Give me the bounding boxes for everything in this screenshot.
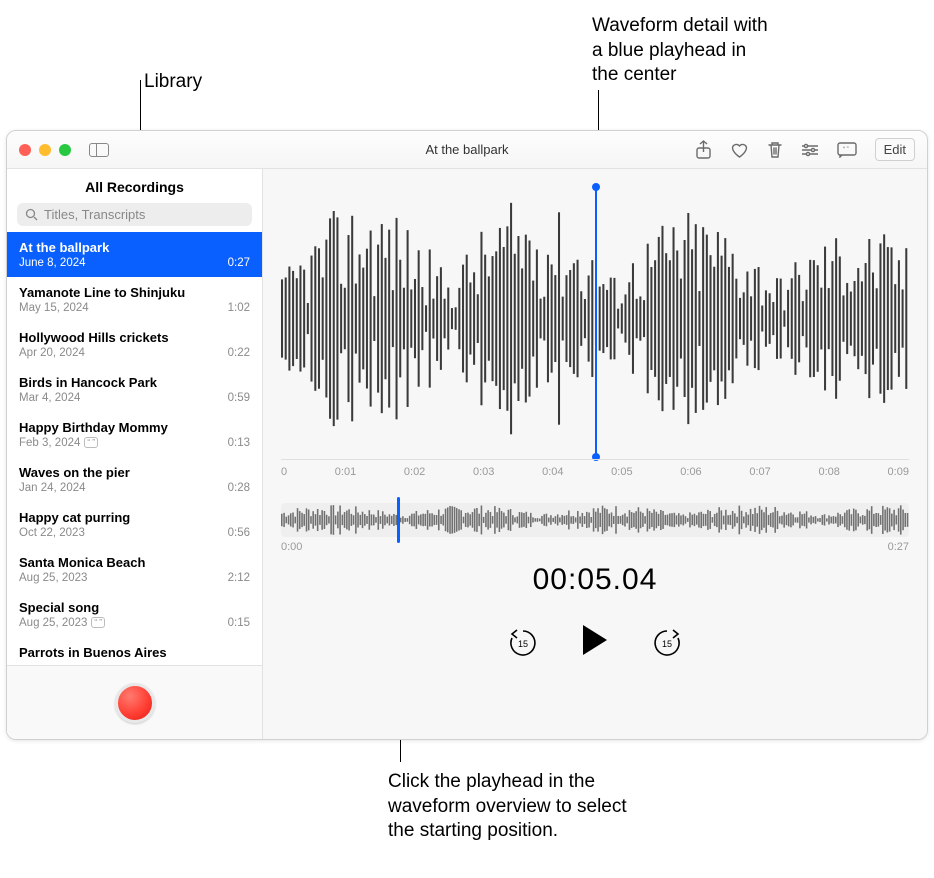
trash-icon[interactable]: [767, 141, 783, 159]
recording-name: Yamanote Line to Shinjuku: [19, 285, 250, 300]
playhead-detail[interactable]: [595, 187, 597, 457]
forward-15-button[interactable]: 15: [650, 626, 684, 660]
timecode-display: 00:05.04: [281, 563, 909, 597]
recording-duration: 0:15: [228, 617, 250, 629]
play-button[interactable]: [580, 623, 610, 662]
list-item[interactable]: Parrots in Buenos Aires: [7, 637, 262, 665]
recording-date: Feb 3, 2024“ ”: [19, 437, 98, 449]
rewind-15-button[interactable]: 15: [506, 626, 540, 660]
timeline-tick: 0:04: [542, 466, 563, 481]
overview-times: 0:00 0:27: [281, 541, 909, 553]
recording-date: June 8, 2024: [19, 257, 86, 269]
list-item[interactable]: Birds in Hancock Park Mar 4, 2024 0:59: [7, 367, 262, 412]
recording-date: Aug 25, 2023: [19, 572, 87, 584]
recording-name: Birds in Hancock Park: [19, 375, 250, 390]
list-item[interactable]: Happy cat purring Oct 22, 2023 0:56: [7, 502, 262, 547]
recording-name: At the ballpark: [19, 240, 250, 255]
list-item[interactable]: Waves on the pier Jan 24, 2024 0:28: [7, 457, 262, 502]
list-item[interactable]: Special song Aug 25, 2023“ ” 0:15: [7, 592, 262, 637]
timeline-tick: 0:03: [473, 466, 494, 481]
recording-duration: 0:13: [228, 437, 250, 449]
waveform-overview-canvas: [281, 503, 909, 537]
waveform-overview[interactable]: [281, 503, 909, 537]
recording-name: Special song: [19, 600, 250, 615]
callout-library: Library: [144, 70, 202, 95]
playback-controls: 15 15: [281, 623, 909, 682]
sidebar-header: All Recordings: [7, 169, 262, 203]
favorite-icon[interactable]: [730, 141, 749, 159]
timeline-tick: 0:05: [611, 466, 632, 481]
waveform-timeline: 0 0:01 0:02 0:03 0:04 0:05 0:06 0:07 0:08 0:09: [281, 459, 909, 481]
callout-overview-instruction: Click the playhead in the waveform overv…: [388, 770, 627, 844]
recording-duration: 0:28: [228, 482, 250, 494]
search-container: Titles, Transcripts: [17, 203, 252, 226]
playhead-overview[interactable]: [397, 497, 400, 543]
recording-duration: 0:22: [228, 347, 250, 359]
minimize-button[interactable]: [39, 144, 51, 156]
recording-duration: 0:56: [228, 527, 250, 539]
list-item[interactable]: At the ballpark June 8, 2024 0:27: [7, 232, 262, 277]
timeline-tick: 0:02: [404, 466, 425, 481]
timeline-tick: 0:01: [335, 466, 356, 481]
toolbar-right: “ ” Edit: [695, 138, 915, 161]
transcript-icon[interactable]: “ ”: [837, 142, 857, 158]
timeline-tick: 0:08: [818, 466, 839, 481]
recording-name: Parrots in Buenos Aires: [19, 645, 250, 660]
close-button[interactable]: [19, 144, 31, 156]
recording-duration: 0:59: [228, 392, 250, 404]
sidebar: All Recordings Titles, Transcripts At th…: [7, 169, 263, 739]
settings-icon[interactable]: [801, 143, 819, 157]
overview-end-label: 0:27: [888, 541, 909, 553]
traffic-lights: [19, 144, 71, 156]
timeline-tick: 0:06: [680, 466, 701, 481]
maximize-button[interactable]: [59, 144, 71, 156]
timeline-tick: 0:09: [888, 466, 909, 481]
share-icon[interactable]: [695, 140, 712, 160]
list-item[interactable]: Hollywood Hills crickets Apr 20, 2024 0:22: [7, 322, 262, 367]
overview-start-label: 0:00: [281, 541, 302, 553]
waveform-detail[interactable]: 0 0:01 0:02 0:03 0:04 0:05 0:06 0:07 0:08 0:09: [281, 181, 909, 481]
sidebar-toggle-icon[interactable]: [89, 143, 109, 157]
svg-text:“ ”: “ ”: [843, 147, 849, 153]
recording-date: Apr 20, 2024: [19, 347, 85, 359]
record-button[interactable]: [115, 683, 155, 723]
timeline-tick: 0: [281, 466, 287, 481]
edit-button[interactable]: Edit: [875, 138, 915, 161]
recording-duration: 1:02: [228, 302, 250, 314]
recording-name: Santa Monica Beach: [19, 555, 250, 570]
recording-date: Oct 22, 2023: [19, 527, 85, 539]
recording-name: Waves on the pier: [19, 465, 250, 480]
overview-section: 0:00 0:27: [281, 503, 909, 553]
list-item[interactable]: Happy Birthday Mommy Feb 3, 2024“ ” 0:13: [7, 412, 262, 457]
recordings-list: At the ballpark June 8, 2024 0:27 Yamanote …: [7, 232, 262, 665]
search-input[interactable]: Titles, Transcripts: [17, 203, 252, 226]
list-item[interactable]: Santa Monica Beach Aug 25, 2023 2:12: [7, 547, 262, 592]
recording-name: Happy Birthday Mommy: [19, 420, 250, 435]
window-title: At the ballpark: [425, 142, 508, 157]
transcript-badge-icon: “ ”: [84, 437, 98, 448]
recording-duration: 0:27: [228, 257, 250, 269]
recording-date: May 15, 2024: [19, 302, 89, 314]
timeline-tick: 0:07: [749, 466, 770, 481]
app-window: At the ballpark “ ” Edit All Recordings …: [6, 130, 928, 740]
svg-text:15: 15: [662, 639, 672, 649]
recording-name: Hollywood Hills crickets: [19, 330, 250, 345]
recording-duration: 2:12: [228, 572, 250, 584]
recording-date: Jan 24, 2024: [19, 482, 86, 494]
titlebar: At the ballpark “ ” Edit: [7, 131, 927, 169]
search-placeholder: Titles, Transcripts: [44, 207, 145, 222]
svg-text:15: 15: [518, 639, 528, 649]
recording-date: Aug 25, 2023“ ”: [19, 617, 105, 629]
recording-name: Happy cat purring: [19, 510, 250, 525]
list-item[interactable]: Yamanote Line to Shinjuku May 15, 2024 1:0…: [7, 277, 262, 322]
callout-waveform-detail: Waveform detail with a blue playhead in …: [592, 14, 768, 88]
record-area: [7, 665, 262, 739]
recording-date: Mar 4, 2024: [19, 392, 80, 404]
transcript-badge-icon: “ ”: [91, 617, 105, 628]
main-panel: 0 0:01 0:02 0:03 0:04 0:05 0:06 0:07 0:08 0:09 0:…: [263, 169, 927, 739]
search-icon: [25, 208, 38, 221]
